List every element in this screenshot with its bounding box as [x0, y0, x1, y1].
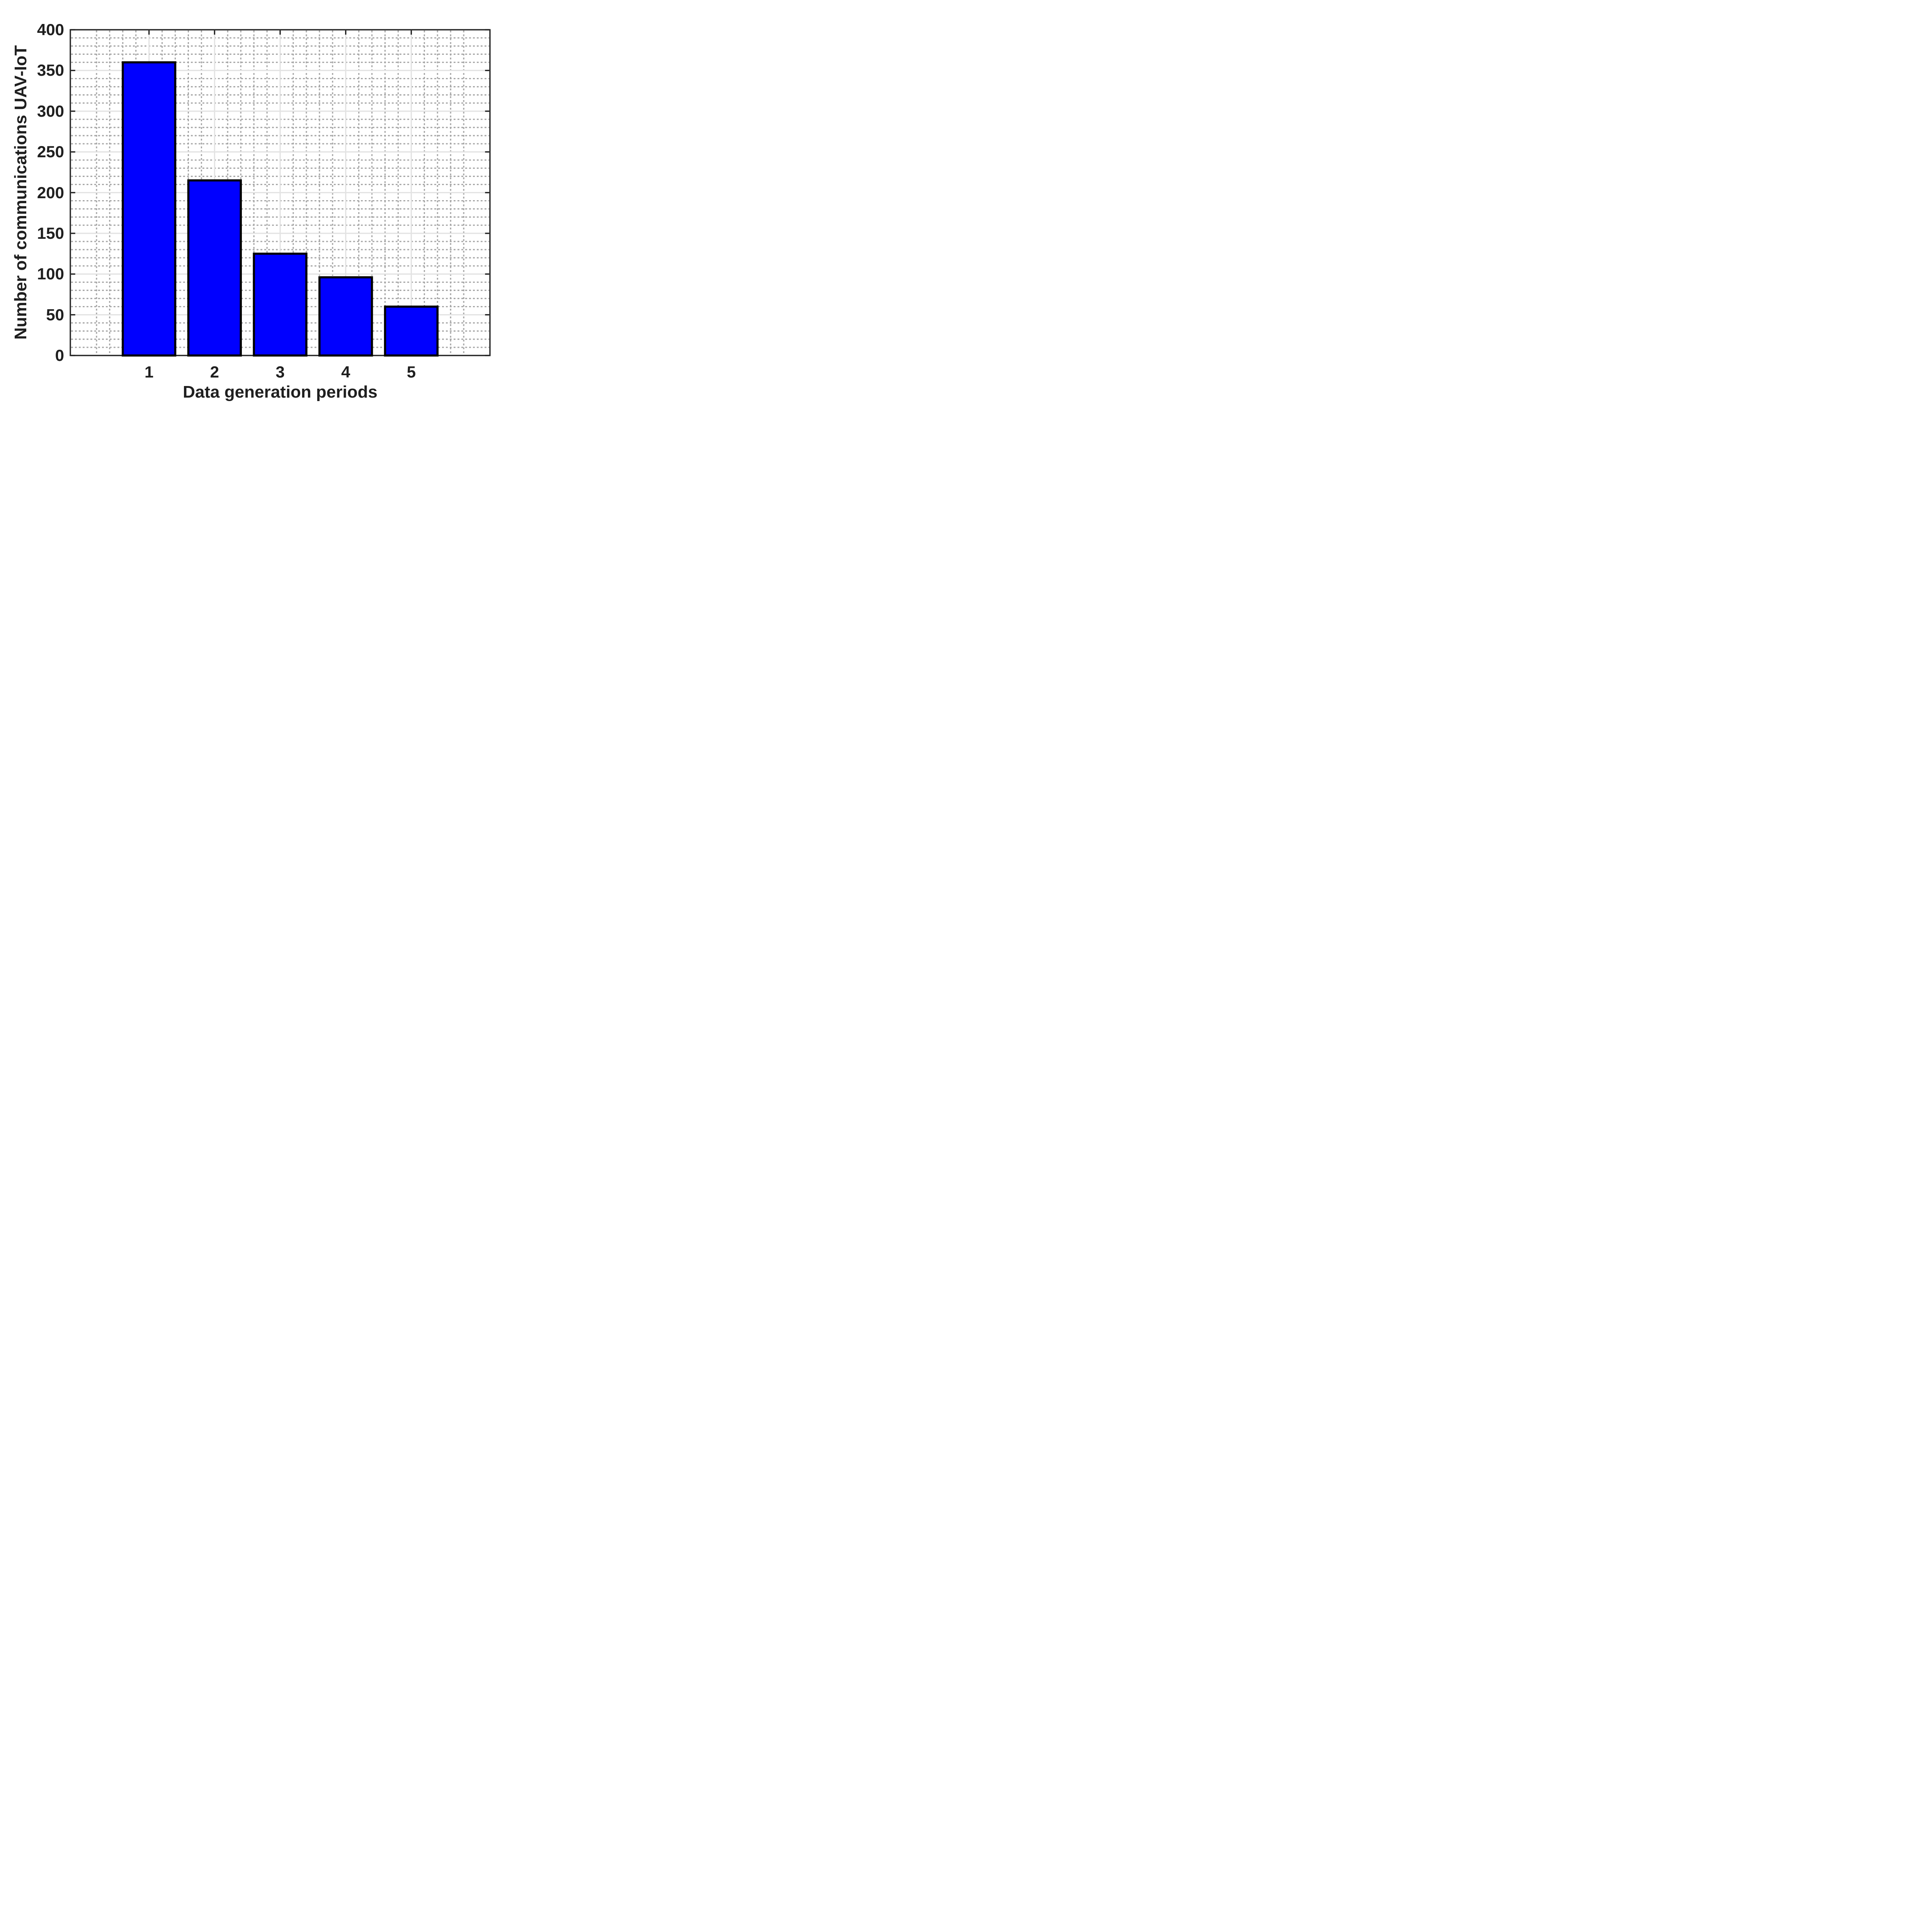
- x-tick-label: 3: [276, 363, 285, 381]
- bar: [122, 61, 177, 357]
- bar: [318, 276, 373, 357]
- y-tick-label: 50: [46, 305, 64, 324]
- bar: [253, 252, 308, 357]
- y-tick-label: 350: [37, 61, 64, 80]
- bar-chart-figure: 0 50 100 150 200 250 300 350 400 1 2 3 4 5 Number of…: [0, 0, 541, 406]
- y-tick-label: 300: [37, 102, 64, 120]
- x-tick-label: 2: [210, 363, 219, 381]
- y-tick-label: 250: [37, 143, 64, 161]
- y-tick-label: 200: [37, 183, 64, 202]
- x-axis-label: Data generation periods: [183, 383, 378, 401]
- x-tick-label: 1: [144, 363, 154, 381]
- y-tick-label: 150: [37, 224, 64, 242]
- y-tick-label: 0: [55, 346, 64, 364]
- y-axis-label: Number of communications UAV-IoT: [11, 45, 30, 340]
- y-tick-label: 400: [37, 20, 64, 39]
- plot-area: [70, 29, 491, 357]
- bar: [187, 179, 242, 357]
- bar: [384, 305, 439, 357]
- y-tick-label: 100: [37, 265, 64, 283]
- x-tick-label: 4: [341, 363, 350, 381]
- x-tick-label: 5: [406, 363, 416, 381]
